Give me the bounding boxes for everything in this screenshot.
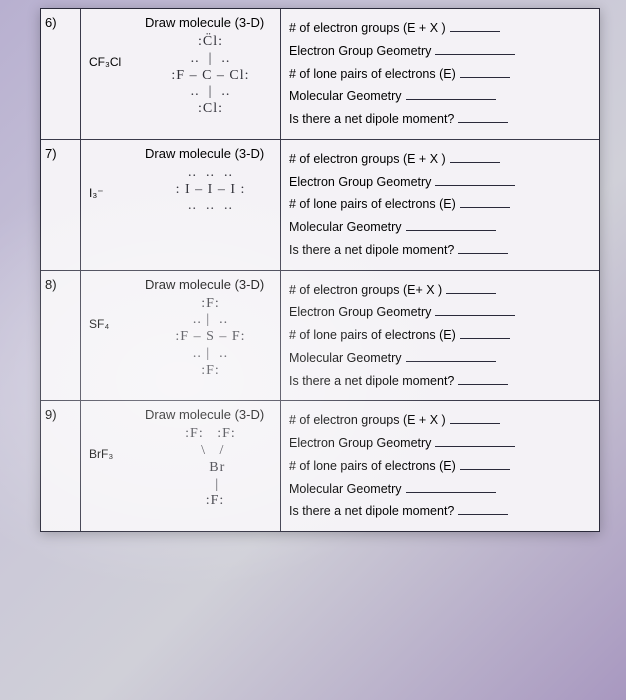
worksheet-row-6: 6) CF₃Cl Draw molecule (3-D) :C̈l: .. | …: [41, 9, 599, 140]
lewis-structure: .. .. .. : I – I – I : .. .. ..: [145, 165, 276, 215]
answer-blank[interactable]: [435, 446, 515, 447]
row-number-text: 6): [45, 15, 57, 30]
question-line: # of electron groups (E + X ): [289, 19, 589, 38]
question-text: Molecular Geometry: [289, 480, 402, 499]
question-line: Is there a net dipole moment?: [289, 372, 589, 391]
question-text: # of lone pairs of electrons (E): [289, 326, 456, 345]
formula-label: BrF₃: [85, 407, 145, 510]
lewis-structure: :F: .. | .. :F – S – F: .. | .. :F:: [145, 296, 276, 380]
row-number: 9): [41, 401, 81, 531]
answer-blank[interactable]: [460, 77, 510, 78]
answer-blank[interactable]: [458, 253, 508, 254]
question-text: Molecular Geometry: [289, 349, 402, 368]
formula-label: I₃⁻: [85, 146, 145, 215]
question-text: Is there a net dipole moment?: [289, 372, 454, 391]
answer-blank[interactable]: [406, 230, 496, 231]
draw-cell: BrF₃ Draw molecule (3-D) :F: :F: \ / Br …: [81, 401, 281, 531]
question-line: Is there a net dipole moment?: [289, 502, 589, 521]
worksheet-row-7: 7) I₃⁻ Draw molecule (3-D) .. .. .. : I …: [41, 140, 599, 271]
answer-blank[interactable]: [446, 293, 496, 294]
draw-header: Draw molecule (3-D): [145, 277, 276, 292]
question-text: # of electron groups (E+ X ): [289, 281, 442, 300]
question-text: # of lone pairs of electrons (E): [289, 457, 456, 476]
worksheet-sheet: 6) CF₃Cl Draw molecule (3-D) :C̈l: .. | …: [40, 8, 600, 532]
question-line: Electron Group Geometry: [289, 434, 589, 453]
question-line: # of electron groups (E+ X ): [289, 281, 589, 300]
answer-blank[interactable]: [406, 492, 496, 493]
question-line: # of lone pairs of electrons (E): [289, 65, 589, 84]
question-text: Electron Group Geometry: [289, 42, 431, 61]
questions-cell: # of electron groups (E + X ) Electron G…: [281, 9, 599, 139]
question-text: Is there a net dipole moment?: [289, 502, 454, 521]
answer-blank[interactable]: [450, 423, 500, 424]
draw-cell: I₃⁻ Draw molecule (3-D) .. .. .. : I – I…: [81, 140, 281, 270]
lewis-structure: :C̈l: .. | .. :F – C – Cl: .. | .. :Cl:: [145, 34, 276, 118]
row-number-text: 8): [45, 277, 57, 292]
formula-label: SF₄: [85, 277, 145, 380]
question-line: Molecular Geometry: [289, 218, 589, 237]
worksheet-row-9: 9) BrF₃ Draw molecule (3-D) :F: :F: \ / …: [41, 401, 599, 531]
lewis-structure: :F: :F: \ / Br | :F:: [145, 426, 276, 510]
formula-label: CF₃Cl: [85, 15, 145, 118]
row-number: 6): [41, 9, 81, 139]
question-text: # of electron groups (E + X ): [289, 150, 446, 169]
question-text: # of lone pairs of electrons (E): [289, 65, 456, 84]
row-number: 8): [41, 271, 81, 401]
question-line: # of electron groups (E + X ): [289, 150, 589, 169]
answer-blank[interactable]: [435, 315, 515, 316]
question-text: # of lone pairs of electrons (E): [289, 195, 456, 214]
answer-blank[interactable]: [460, 469, 510, 470]
answer-blank[interactable]: [458, 514, 508, 515]
question-text: Electron Group Geometry: [289, 434, 431, 453]
row-number-text: 7): [45, 146, 57, 161]
answer-blank[interactable]: [406, 99, 496, 100]
question-line: Electron Group Geometry: [289, 173, 589, 192]
worksheet-row-8: 8) SF₄ Draw molecule (3-D) :F: .. | .. :…: [41, 271, 599, 402]
question-line: Is there a net dipole moment?: [289, 110, 589, 129]
question-line: # of lone pairs of electrons (E): [289, 195, 589, 214]
question-line: # of lone pairs of electrons (E): [289, 326, 589, 345]
questions-cell: # of electron groups (E+ X ) Electron Gr…: [281, 271, 599, 401]
question-line: Molecular Geometry: [289, 349, 589, 368]
question-text: Molecular Geometry: [289, 218, 402, 237]
answer-blank[interactable]: [460, 207, 510, 208]
question-line: Is there a net dipole moment?: [289, 241, 589, 260]
answer-blank[interactable]: [450, 31, 500, 32]
question-text: Is there a net dipole moment?: [289, 241, 454, 260]
question-line: Electron Group Geometry: [289, 303, 589, 322]
answer-blank[interactable]: [458, 122, 508, 123]
question-line: Molecular Geometry: [289, 87, 589, 106]
answer-blank[interactable]: [450, 162, 500, 163]
question-line: # of electron groups (E + X ): [289, 411, 589, 430]
row-number-text: 9): [45, 407, 57, 422]
question-line: Molecular Geometry: [289, 480, 589, 499]
question-text: Electron Group Geometry: [289, 303, 431, 322]
answer-blank[interactable]: [435, 185, 515, 186]
question-text: # of electron groups (E + X ): [289, 411, 446, 430]
questions-cell: # of electron groups (E + X ) Electron G…: [281, 401, 599, 531]
question-line: # of lone pairs of electrons (E): [289, 457, 589, 476]
draw-header: Draw molecule (3-D): [145, 407, 276, 422]
question-line: Electron Group Geometry: [289, 42, 589, 61]
question-text: # of electron groups (E + X ): [289, 19, 446, 38]
questions-cell: # of electron groups (E + X ) Electron G…: [281, 140, 599, 270]
answer-blank[interactable]: [406, 361, 496, 362]
draw-header: Draw molecule (3-D): [145, 146, 276, 161]
answer-blank[interactable]: [460, 338, 510, 339]
question-text: Is there a net dipole moment?: [289, 110, 454, 129]
draw-cell: SF₄ Draw molecule (3-D) :F: .. | .. :F –…: [81, 271, 281, 401]
row-number: 7): [41, 140, 81, 270]
draw-cell: CF₃Cl Draw molecule (3-D) :C̈l: .. | .. …: [81, 9, 281, 139]
question-text: Electron Group Geometry: [289, 173, 431, 192]
answer-blank[interactable]: [435, 54, 515, 55]
question-text: Molecular Geometry: [289, 87, 402, 106]
draw-header: Draw molecule (3-D): [145, 15, 276, 30]
answer-blank[interactable]: [458, 384, 508, 385]
